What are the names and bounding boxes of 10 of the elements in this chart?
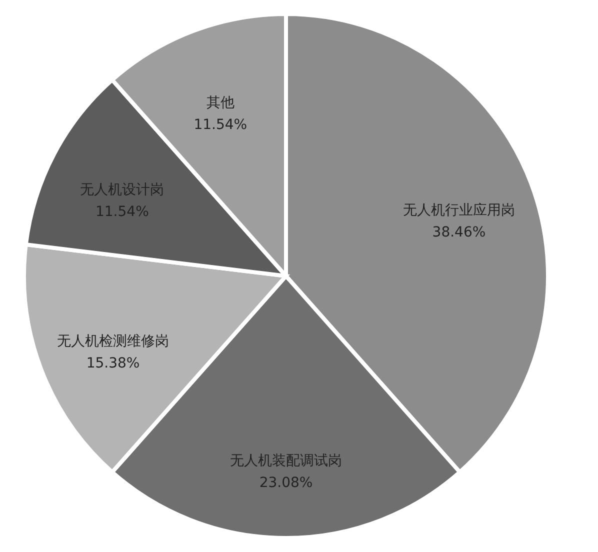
slice-label: 其他 [206, 95, 234, 112]
slice-label: 无人机设计岗 [80, 182, 164, 198]
data-label: 38.46% [432, 224, 486, 240]
slice-label: 无人机装配调试岗 [230, 453, 342, 469]
data-label: 11.54% [95, 204, 149, 220]
data-label: 11.54% [194, 117, 248, 134]
data-label: 23.08% [259, 475, 313, 491]
slice-label: 无人机行业应用岗 [402, 202, 515, 218]
slice-label: 无人机检测维修岗 [57, 334, 170, 350]
data-label: 15.38% [86, 356, 140, 372]
